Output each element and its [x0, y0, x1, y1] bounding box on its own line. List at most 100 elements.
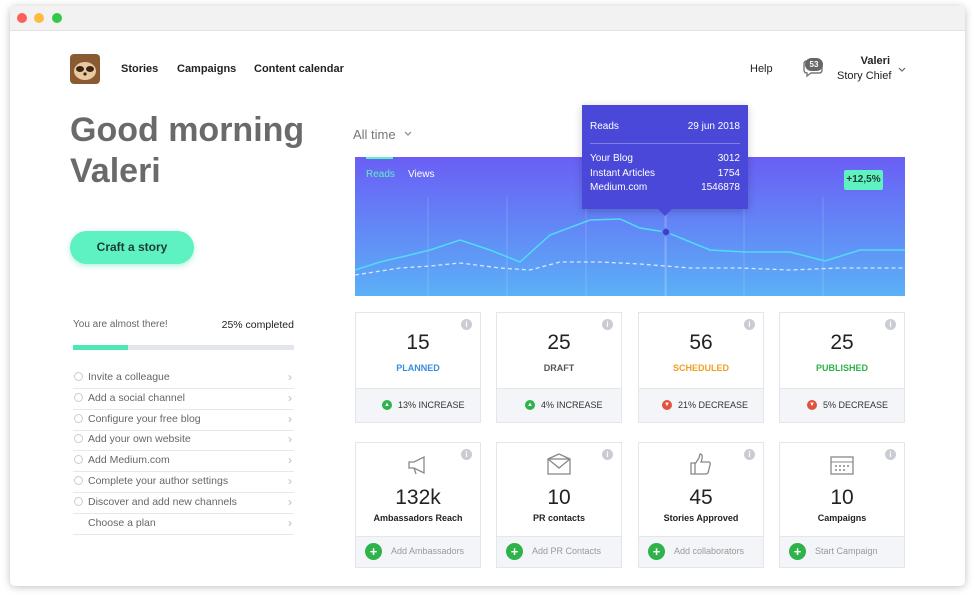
change-icon: ▲ — [382, 400, 392, 410]
checklist-item[interactable]: Complete your author settings › — [73, 472, 294, 493]
metric-action[interactable]: Add PR Contacts — [532, 546, 602, 556]
user-name[interactable]: Valeri — [860, 55, 890, 67]
metric-label: PR contacts — [532, 513, 585, 523]
metric-footer[interactable]: + Add PR Contacts — [497, 536, 621, 567]
change-text: 4% INCREASE — [541, 400, 603, 410]
chart-tab[interactable]: Views — [408, 169, 435, 180]
metric-footer[interactable]: + Add Ambassadors — [356, 536, 480, 567]
minimize-button[interactable] — [34, 13, 44, 23]
tooltip-date: 29 jun 2018 — [687, 121, 740, 132]
greeting-line: Valeri — [70, 152, 161, 190]
metric-action[interactable]: Add collaborators — [674, 546, 745, 556]
user-role[interactable]: Story Chief — [837, 70, 892, 82]
progress-fill — [73, 345, 129, 350]
info-icon[interactable]: i — [885, 449, 896, 460]
stat-value: 25 — [830, 331, 854, 354]
metric-value: 45 — [689, 486, 713, 509]
user-menu-chevron[interactable] — [897, 66, 907, 74]
info-icon[interactable]: i — [461, 449, 472, 460]
metric-card[interactable]: i 132k Ambassadors Reach + Add Ambassadors — [355, 442, 481, 568]
notification-badge[interactable]: 53 — [805, 58, 823, 71]
tooltip-series: Instant Articles — [590, 167, 656, 179]
add-icon[interactable]: + — [506, 543, 523, 560]
craft-story-button[interactable]: Craft a story — [70, 231, 194, 264]
stat-card[interactable]: i 56 SCHEDULED ▼ 21% DECREASE — [638, 312, 764, 423]
info-icon[interactable]: i — [885, 319, 896, 330]
period-select[interactable]: All time — [353, 127, 396, 142]
stat-card[interactable]: i 25 PUBLISHED ▼ 5% DECREASE — [779, 312, 905, 423]
add-icon[interactable]: + — [365, 543, 382, 560]
metric-value: 10 — [830, 486, 854, 509]
add-icon[interactable]: + — [648, 543, 665, 560]
info-icon[interactable]: i — [744, 449, 755, 460]
title-bar — [10, 6, 965, 31]
checklist-item[interactable]: Invite a colleague › — [73, 368, 294, 389]
info-icon[interactable]: i — [602, 449, 613, 460]
stat-value: 56 — [689, 331, 713, 354]
progress-label: 25% completed — [221, 319, 294, 331]
metric-card[interactable]: i 45 Stories Approved + Add collaborators — [638, 442, 764, 568]
checklist-text: Complete your author settings — [88, 475, 229, 487]
nav-link[interactable]: Content calendar — [254, 63, 344, 75]
period-chevron[interactable] — [403, 130, 413, 138]
change-text: 13% INCREASE — [398, 400, 465, 410]
checklist-item[interactable]: Add your own website › — [73, 430, 294, 452]
checklist-item[interactable]: Add a social channel › — [73, 389, 294, 410]
chevron: › — [288, 453, 292, 468]
info-icon[interactable]: i — [461, 319, 472, 330]
metric-value: 132k — [395, 486, 441, 509]
checklist-item[interactable]: Choose a plan › — [73, 514, 294, 535]
stat-footer: ▲ 13% INCREASE — [356, 388, 480, 422]
zoom-button[interactable] — [52, 13, 62, 23]
add-icon[interactable]: + — [789, 543, 806, 560]
chevron: › — [288, 370, 292, 384]
checklist-text: Discover and add new channels — [88, 495, 237, 508]
change-icon: ▼ — [662, 400, 672, 410]
hover-point[interactable] — [661, 227, 671, 237]
metric-card[interactable]: i 10 PR contacts + Add PR Contacts — [496, 442, 622, 568]
chevron: › — [288, 411, 292, 426]
metric-label: Stories Approved — [663, 513, 739, 523]
tooltip-value: 3012 — [717, 153, 740, 164]
tooltip-title: Reads — [590, 121, 619, 132]
tooltip-value: 1754 — [717, 167, 740, 179]
info-icon[interactable]: i — [744, 319, 755, 330]
chevron: › — [288, 494, 292, 509]
growth-badge: +12,5% — [844, 170, 883, 190]
stat-card[interactable]: i 25 DRAFT ▲ 4% INCREASE — [496, 312, 622, 423]
icon-graphic — [830, 456, 854, 475]
nav-link[interactable]: Campaigns — [177, 63, 237, 75]
metric-icon — [546, 452, 572, 476]
greeting-line: Good morning — [70, 111, 305, 149]
chart-tooltip: Reads 29 jun 2018 Your Blog 3012 Instant A… — [582, 105, 748, 216]
close-button[interactable] — [17, 13, 27, 23]
info-icon[interactable]: i — [602, 319, 613, 330]
checklist-item[interactable]: Discover and add new channels › — [73, 493, 294, 514]
metric-icon — [688, 452, 714, 476]
metric-action[interactable]: Add Ambassadors — [391, 546, 465, 556]
app-window — [10, 6, 965, 586]
checklist-text: Add a social channel — [88, 391, 185, 404]
metric-action[interactable]: Start Campaign — [815, 546, 878, 556]
stat-footer: ▲ 4% INCREASE — [497, 388, 621, 422]
change-icon: ▼ — [807, 400, 817, 410]
help-link[interactable]: Help — [750, 63, 773, 75]
stat-label: DRAFT — [543, 363, 575, 373]
checklist-item[interactable]: Add Medium.com › — [73, 451, 294, 473]
checklist-item[interactable]: Configure your free blog › — [73, 410, 294, 431]
chevron: › — [288, 432, 292, 447]
tooltip-series: Medium.com — [590, 182, 648, 193]
stat-card[interactable]: i 15 PLANNED ▲ 13% INCREASE — [355, 312, 481, 423]
tooltip-series: Your Blog — [590, 153, 633, 164]
chart-tab[interactable]: Reads — [366, 169, 395, 180]
views-line — [355, 261, 905, 276]
nav-link[interactable]: Stories — [121, 63, 159, 75]
checklist-text: Add your own website — [88, 433, 191, 446]
logo[interactable] — [70, 54, 100, 84]
metric-icon — [829, 452, 855, 476]
metric-footer[interactable]: + Start Campaign — [780, 536, 904, 567]
metric-footer[interactable]: + Add collaborators — [639, 536, 763, 567]
progress-track — [73, 345, 294, 350]
metric-card[interactable]: i 10 Campaigns + Start Campaign — [779, 442, 905, 568]
